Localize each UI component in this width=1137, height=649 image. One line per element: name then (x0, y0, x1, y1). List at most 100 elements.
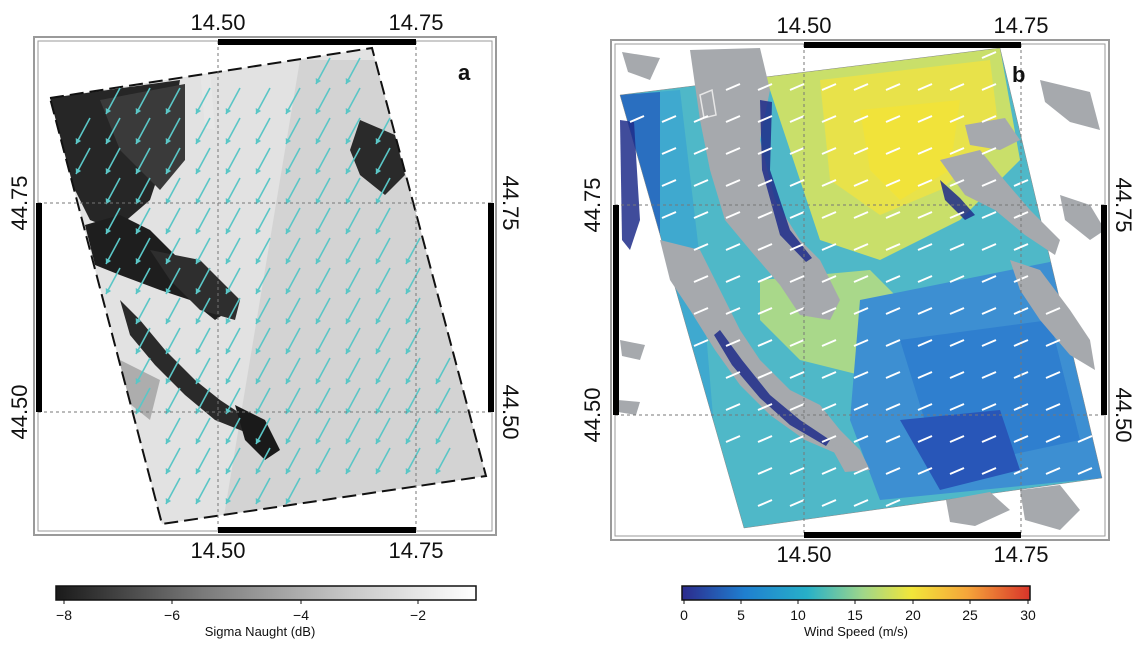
wind-arrow-head (375, 198, 382, 204)
swath-outline (48, 46, 488, 526)
wind-arrow-head (315, 198, 322, 204)
wind-arrow-head (195, 258, 202, 264)
wind-arrow-head (225, 468, 232, 474)
colorbar-tick-6: 25 (962, 607, 978, 623)
wind-arrow-head (195, 348, 202, 354)
wind-arrow-head (375, 168, 382, 174)
wind-arrow-head (285, 378, 292, 384)
wind-arrow (981, 275, 997, 283)
bottom-scale-bar (804, 532, 1021, 538)
bottom-lon-label-1: 14.50 (190, 538, 245, 563)
wind-arrow-head (165, 138, 172, 144)
wind-arrow-head (195, 228, 202, 234)
wind-arrow-head (315, 138, 322, 144)
wind-arrow-head (375, 468, 382, 474)
right-lat-label-1: 44.75 (498, 175, 523, 230)
wind-arrow-head (165, 318, 172, 324)
wind-arrow-head (345, 318, 352, 324)
wind-arrow-head (225, 198, 232, 204)
wind-arrow (885, 499, 901, 507)
wind-arrow-head (255, 138, 262, 144)
wind-arrow (917, 435, 933, 443)
wind-arrow (821, 499, 837, 507)
wind-arrow (725, 403, 741, 411)
wind-arrow-head (195, 168, 202, 174)
wind-arrow (853, 435, 869, 443)
wind-arrow (757, 467, 773, 475)
wind-arrow-head (285, 318, 292, 324)
wind-vectors (629, 51, 1093, 507)
wind-arrow (1013, 243, 1029, 251)
wind-arrow (725, 339, 741, 347)
wind-arrow-head (165, 258, 172, 264)
wind-arrow (789, 211, 805, 219)
wind-arrow-head (225, 438, 232, 444)
wind-arrow (821, 275, 837, 283)
wind-arrow (853, 467, 869, 475)
wind-arrow-head (225, 258, 232, 264)
wind-arrow-head (345, 108, 352, 114)
left-lat-label-1: 44.75 (580, 177, 605, 232)
wind-arrow (853, 371, 869, 379)
wind-arrow-head (165, 168, 172, 174)
wind-arrow (917, 307, 933, 315)
right-scale-bar (1101, 205, 1107, 415)
wind-arrow (981, 243, 997, 251)
wind-arrow-head (165, 498, 172, 504)
wind-arrow-head (195, 138, 202, 144)
wind-arrow (789, 147, 805, 155)
wind-arrow (949, 179, 965, 187)
wind-arrow-head (375, 408, 382, 414)
wind-arrow (917, 339, 933, 347)
wind-arrow (981, 179, 997, 187)
wind-arrow (885, 403, 901, 411)
wind-arrow (917, 147, 933, 155)
wind-arrow-head (285, 228, 292, 234)
bottom-lon-label-2: 14.75 (993, 542, 1048, 567)
wind-arrow-head (225, 348, 232, 354)
wind-arrow (949, 275, 965, 283)
wind-arrow-head (165, 228, 172, 234)
wind-arrow-head (255, 228, 262, 234)
wind-arrow (853, 403, 869, 411)
wind-arrow (757, 499, 773, 507)
wind-arrow-head (135, 408, 142, 414)
wind-arrow-head (105, 288, 112, 294)
wind-arrow-head (285, 348, 292, 354)
wind-arrow-head (135, 228, 142, 234)
wind-arrow-head (225, 228, 232, 234)
wind-arrow (1045, 435, 1061, 443)
wind-arrow (949, 467, 965, 475)
wind-arrow-head (255, 318, 262, 324)
wind-arrow (885, 275, 901, 283)
wind-arrow-head (285, 468, 292, 474)
top-lon-label-1: 14.50 (190, 10, 245, 35)
wind-arrow-head (225, 168, 232, 174)
wind-speed-field (620, 48, 1102, 528)
wind-arrow-head (225, 138, 232, 144)
wind-arrow (757, 339, 773, 347)
coastal-low-wind (620, 100, 975, 446)
wind-arrow-head (165, 438, 172, 444)
wind-arrow-head (315, 288, 322, 294)
wind-arrow-head (405, 378, 412, 384)
wind-arrow (693, 339, 709, 347)
wind-vectors (75, 57, 451, 505)
wind-arrow-head (435, 438, 442, 444)
wind-arrow (757, 83, 773, 91)
left-lat-label-2: 44.50 (580, 387, 605, 442)
wind-arrow (949, 339, 965, 347)
left-scale-bar (613, 205, 619, 415)
wind-arrow (949, 211, 965, 219)
wind-arrow-head (225, 378, 232, 384)
wind-arrow-head (315, 468, 322, 474)
panel-a-map: 14.50 14.75 14.50 14.75 44.75 44.50 44.7… (7, 10, 523, 639)
wind-arrow (981, 83, 997, 91)
wind-arrow (789, 339, 805, 347)
wind-arrow-head (345, 168, 352, 174)
wind-arrow-head (255, 378, 262, 384)
wind-arrow (693, 307, 709, 315)
lake-outline (699, 88, 717, 119)
wind-arrow (1077, 435, 1093, 443)
wind-arrow (981, 435, 997, 443)
